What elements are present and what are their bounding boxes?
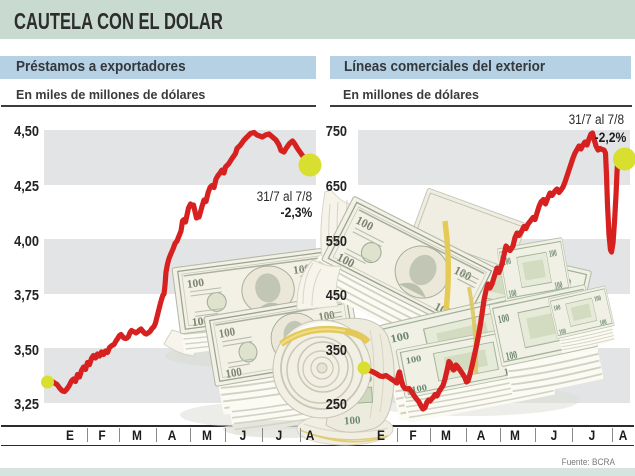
svg-text:100: 100: [344, 414, 362, 427]
